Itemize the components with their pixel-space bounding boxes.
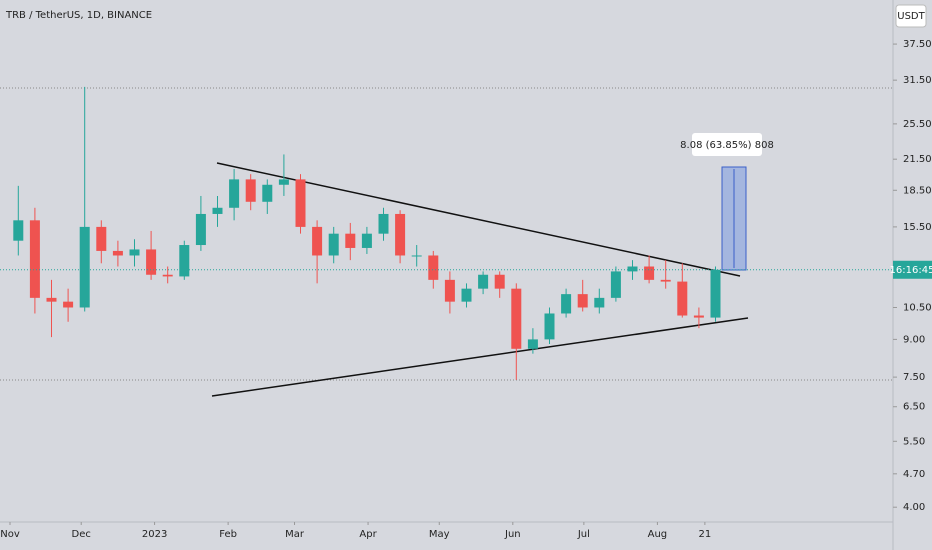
x-tick-label: Feb bbox=[219, 529, 237, 540]
candle-body bbox=[693, 315, 704, 318]
candle-body bbox=[63, 301, 74, 308]
candle-body bbox=[96, 226, 107, 251]
x-tick-label: Apr bbox=[359, 529, 377, 540]
y-tick-label: 21.50 bbox=[903, 154, 932, 165]
measure-label-box bbox=[692, 133, 762, 156]
candle-body bbox=[411, 255, 422, 257]
currency: USDT bbox=[897, 11, 925, 22]
candle-body bbox=[710, 269, 721, 318]
candle-body bbox=[527, 339, 538, 349]
candle-body bbox=[361, 233, 372, 248]
candle-body bbox=[262, 184, 273, 202]
x-tick-label: 21 bbox=[699, 529, 712, 540]
measure-label: 8.08 (63.85%) 808 bbox=[680, 140, 774, 151]
candle-body bbox=[478, 274, 489, 289]
x-tick-label: Jun bbox=[504, 529, 521, 540]
candle-body bbox=[146, 249, 157, 275]
candle-body bbox=[378, 213, 389, 234]
candle-body bbox=[278, 179, 289, 185]
candle-body bbox=[345, 233, 356, 248]
x-tick-label: Jul bbox=[577, 529, 590, 540]
candle-body bbox=[46, 297, 57, 302]
x-tick-label: Aug bbox=[648, 529, 668, 540]
candle-body bbox=[112, 250, 123, 256]
candle-body bbox=[461, 288, 472, 302]
candle-body bbox=[129, 249, 140, 256]
candle-body bbox=[444, 279, 455, 302]
y-tick-label: 37.50 bbox=[903, 39, 932, 50]
y-tick-label: 31.50 bbox=[903, 75, 932, 86]
price-label: 16:16:45 bbox=[890, 265, 932, 276]
candle-body bbox=[328, 233, 339, 256]
candle-body bbox=[195, 213, 206, 246]
y-tick-label: 9.00 bbox=[903, 334, 925, 345]
candle-body bbox=[229, 179, 240, 208]
candle-body bbox=[295, 179, 306, 227]
y-tick-label: 7.50 bbox=[903, 372, 925, 383]
candle-body bbox=[162, 274, 173, 277]
candle-body bbox=[312, 226, 323, 256]
candle-body bbox=[627, 266, 638, 272]
candle-body bbox=[179, 245, 190, 277]
y-tick-label: 6.50 bbox=[903, 402, 925, 413]
y-tick-label: 25.50 bbox=[903, 119, 932, 130]
x-tick-label: 2023 bbox=[142, 529, 167, 540]
currency-box[interactable] bbox=[895, 4, 927, 28]
candle-body bbox=[544, 313, 555, 340]
candle-body bbox=[644, 266, 655, 280]
y-tick-label: 5.50 bbox=[903, 436, 925, 447]
candle-body bbox=[594, 297, 605, 308]
candle-body bbox=[428, 255, 439, 280]
candle-body bbox=[677, 281, 688, 316]
candle-body bbox=[395, 213, 406, 256]
price-label-box bbox=[893, 260, 932, 279]
y-tick-label: 4.00 bbox=[903, 502, 925, 513]
y-tick-label: 15.50 bbox=[903, 222, 932, 233]
chart-title: TRB / TetherUS, 1D, BINANCE bbox=[5, 10, 152, 21]
x-tick-label: May bbox=[429, 529, 450, 540]
y-tick-label: 18.50 bbox=[903, 185, 932, 196]
candle-body bbox=[13, 220, 24, 241]
candle-body bbox=[79, 226, 90, 308]
x-tick-label: Dec bbox=[72, 529, 91, 540]
x-tick-label: Nov bbox=[0, 529, 20, 540]
candle-body bbox=[494, 274, 505, 289]
candle-body bbox=[511, 288, 522, 349]
y-tick-label: 4.70 bbox=[903, 469, 925, 480]
candle-body bbox=[245, 179, 256, 202]
candle-body bbox=[212, 207, 223, 214]
plot: 37.50 31.50 25.50 21.50 18.50 15.50 10.50 9.00 7… bbox=[0, 39, 932, 540]
candle-body bbox=[29, 220, 40, 298]
candle-body bbox=[577, 294, 588, 308]
candle-body bbox=[561, 294, 572, 314]
trendline bbox=[211, 317, 749, 397]
candle-body bbox=[610, 271, 621, 298]
x-tick-label: Mar bbox=[285, 529, 305, 540]
candle-body bbox=[660, 279, 671, 282]
y-tick-label: 10.50 bbox=[903, 302, 932, 313]
